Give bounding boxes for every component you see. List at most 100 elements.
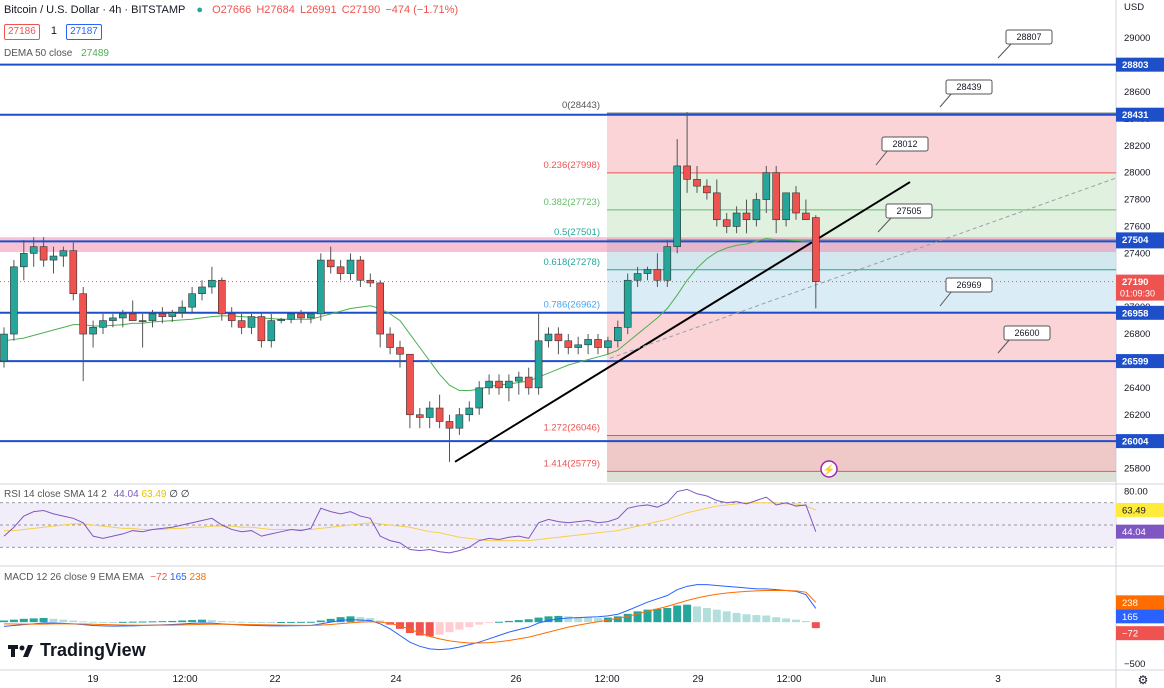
macd-histogram-bar (495, 621, 503, 623)
symbol-title[interactable]: Bitcoin / U.S. Dollar · 4h · BITSTAMP (4, 4, 186, 16)
candle-body (406, 353, 414, 416)
candle-body (0, 333, 8, 362)
x-tick-label: 29 (692, 674, 704, 685)
macd-histogram-bar (792, 619, 800, 623)
candle-body (356, 259, 365, 281)
macd-histogram-bar (247, 621, 256, 623)
macd-histogram-bar (633, 611, 642, 623)
candle-body (792, 192, 800, 214)
fib-label: 0(28443) (562, 100, 600, 111)
candle-body (287, 313, 295, 320)
callout-leader (997, 42, 1013, 59)
macd-histogram-bar (168, 620, 177, 623)
rsi-badge-label: 44.04 (1122, 527, 1146, 538)
macd-badge (1116, 609, 1164, 624)
macd-histogram-bar (89, 621, 98, 623)
macd-histogram-bar (613, 616, 622, 623)
candle-body (653, 269, 662, 281)
macd-histogram-bar (455, 622, 464, 630)
macd-histogram-bar (257, 622, 266, 623)
macd-badge-label: 165 (1122, 612, 1138, 623)
candle-body (148, 313, 157, 321)
price-badge (1116, 305, 1164, 320)
candle-body (307, 313, 315, 319)
candle-body (633, 273, 642, 281)
candle-body (613, 327, 622, 342)
macd-hist-value: −72 (150, 572, 168, 583)
macd-histogram-bar (237, 621, 246, 623)
settings-gear-icon[interactable]: ⚙ (1138, 673, 1149, 687)
rsi-badge (1116, 524, 1164, 539)
macd-histogram-bar (198, 619, 206, 623)
ohlc-low: L26991 (299, 4, 337, 16)
macd-histogram-bar (722, 611, 731, 623)
price-badge-label: 27190 (1122, 277, 1148, 288)
candle-body (366, 279, 375, 284)
dema-label: DEMA 50 close (4, 48, 73, 59)
candle-body (237, 320, 246, 328)
candle-body (109, 317, 117, 321)
macd-histogram-bar (534, 617, 543, 623)
bar-countdown: 01:09:30 (1120, 289, 1155, 299)
price-badge (1116, 107, 1164, 122)
macd-histogram-bar (148, 621, 157, 623)
dema-legend[interactable]: DEMA 50 close 27489 (4, 48, 111, 59)
macd-histogram-bar (712, 609, 721, 623)
macd-histogram-bar (752, 615, 761, 623)
candle-body (683, 165, 691, 180)
macd-histogram-bar (49, 618, 58, 623)
candle-body (376, 282, 385, 335)
candle-body (257, 316, 266, 342)
macd-histogram-bar (524, 619, 533, 623)
sell-button[interactable]: 27186 (4, 24, 40, 40)
resistance-band (0, 237, 1116, 253)
macd-histogram-bar (445, 622, 454, 633)
tradingview-logo-icon (8, 644, 33, 657)
candle-body (574, 344, 583, 348)
candle-body (188, 293, 196, 308)
candle-body (79, 293, 87, 335)
macd-value: 165 (170, 572, 187, 583)
callout-label: 27505 (896, 206, 921, 216)
y-tick-label: 25800 (1124, 464, 1150, 475)
candle-body (158, 313, 167, 317)
macd-histogram-bar (782, 618, 791, 623)
candle-body (505, 380, 513, 389)
trendline-dashed (609, 177, 1117, 359)
x-tick-label: 12:00 (594, 674, 619, 685)
callout-leader (939, 290, 953, 307)
logo-text: TradingView (40, 640, 146, 660)
callout-box (945, 79, 993, 95)
axis-currency: USD (1124, 2, 1144, 13)
buy-button[interactable]: 27187 (66, 24, 102, 40)
macd-histogram-bar (118, 621, 127, 623)
y-tick-label: 26400 (1124, 383, 1150, 394)
price-badge-label: 28803 (1122, 60, 1148, 71)
macd-histogram-bar (544, 616, 553, 623)
y-tick-label: 26200 (1124, 410, 1150, 421)
x-tick-label: 26 (510, 674, 522, 685)
fib-zone (607, 172, 1116, 210)
rsi-sma-value: 63.49 (141, 489, 167, 500)
rsi-legend[interactable]: RSI 14 close SMA 14 2 44.04 63.49 ∅ ∅ (4, 489, 189, 500)
y-tick-label: 28200 (1124, 141, 1150, 152)
x-tick-label: Jun (870, 674, 886, 685)
callout-label: 28012 (892, 139, 917, 149)
trendline (454, 181, 911, 463)
spread-value: 1 (50, 25, 57, 37)
candle-body (703, 185, 711, 194)
tradingview-logo[interactable]: TradingView (8, 640, 146, 661)
candle-body (89, 327, 97, 335)
macd-histogram-bar (138, 621, 147, 623)
candle-body (415, 414, 424, 418)
macd-histogram-bar (663, 608, 672, 623)
rsi-line (3, 488, 817, 554)
macd-histogram-bar (772, 617, 781, 623)
candle-body (604, 340, 612, 348)
macd-histogram-bar (702, 608, 711, 623)
fib-zone (607, 269, 1116, 313)
macd-histogram-bar (376, 620, 385, 623)
candle-body (465, 407, 474, 416)
macd-legend[interactable]: MACD 12 26 close 9 EMA EMA −72 165 238 (4, 572, 206, 583)
